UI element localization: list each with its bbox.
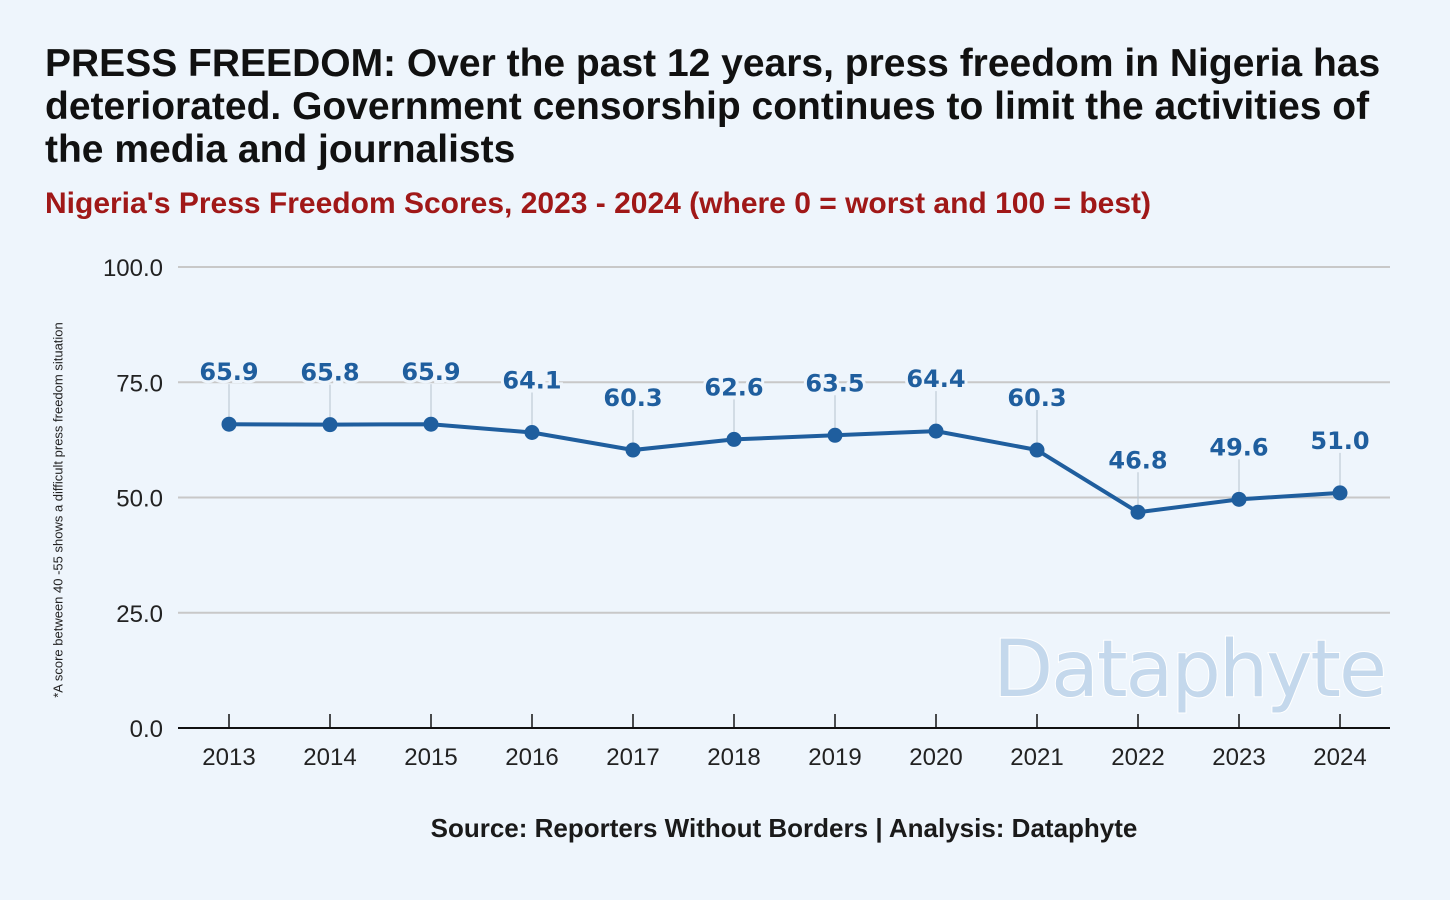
data-point xyxy=(1231,491,1247,507)
data-point xyxy=(423,416,439,432)
chart-subtitle: Nigeria's Press Freedom Scores, 2023 - 2… xyxy=(45,187,1152,220)
data-label: 65.9 xyxy=(199,358,258,386)
data-point xyxy=(726,431,742,447)
y-tick-label: 75.0 xyxy=(116,370,163,397)
x-tick-label: 2019 xyxy=(808,744,861,771)
y-tick-label: 0.0 xyxy=(130,716,163,743)
data-label: 46.8 xyxy=(1108,446,1167,474)
data-label: 65.9 xyxy=(401,358,460,386)
data-label: 62.6 xyxy=(704,373,763,401)
x-tick-label: 2018 xyxy=(707,744,760,771)
x-tick-label: 2013 xyxy=(202,744,255,771)
data-label: 60.3 xyxy=(603,384,662,412)
data-label: 49.6 xyxy=(1209,433,1268,461)
gridlines xyxy=(178,266,1390,614)
data-point xyxy=(322,417,338,433)
series-layer xyxy=(221,416,1348,520)
data-point xyxy=(1332,485,1348,501)
data-label: 65.8 xyxy=(300,359,359,387)
y-tick-label: 100.0 xyxy=(103,255,163,282)
x-tick-label: 2014 xyxy=(303,744,356,771)
data-label: 64.1 xyxy=(502,366,561,394)
data-label: 64.4 xyxy=(906,365,965,393)
x-tick-label: 2015 xyxy=(404,744,457,771)
data-point xyxy=(221,416,237,432)
data-point xyxy=(1130,504,1146,520)
data-point xyxy=(827,427,843,443)
x-tick-label: 2024 xyxy=(1313,744,1366,771)
x-tick-label: 2016 xyxy=(505,744,558,771)
data-label: 51.0 xyxy=(1310,427,1369,455)
watermark-layer: Dataphyte xyxy=(992,624,1388,716)
x-tick-label: 2017 xyxy=(606,744,659,771)
data-labels: 65.9 65.8 65.9 64.1 60.3 62.6 63.5 64.4 60.3 46.8… xyxy=(196,355,1372,477)
data-point xyxy=(625,442,641,458)
data-point xyxy=(524,424,540,440)
data-point xyxy=(1029,442,1045,458)
watermark: Dataphyte xyxy=(993,625,1385,715)
series-line xyxy=(228,422,1341,515)
x-tick-label: 2022 xyxy=(1111,744,1164,771)
x-tick-label: 2021 xyxy=(1010,744,1063,771)
data-point xyxy=(928,423,944,439)
x-tick-label: 2020 xyxy=(909,744,962,771)
label-leader-lines xyxy=(228,384,1341,513)
data-label: 63.5 xyxy=(805,369,864,397)
source-note: Source: Reporters Without Borders | Anal… xyxy=(430,813,1138,843)
data-label: 60.3 xyxy=(1007,384,1066,412)
y-tick-label: 25.0 xyxy=(116,601,163,628)
y-tick-label: 50.0 xyxy=(116,486,163,513)
x-axis: 0.0 25.0 50.0 75.0 100.0 2013 2014 2015 2016 2017… xyxy=(103,255,1390,771)
chart-title: PRESS FREEDOM: Over the past 12 years, p… xyxy=(45,42,1381,171)
x-tick-label: 2023 xyxy=(1212,744,1265,771)
